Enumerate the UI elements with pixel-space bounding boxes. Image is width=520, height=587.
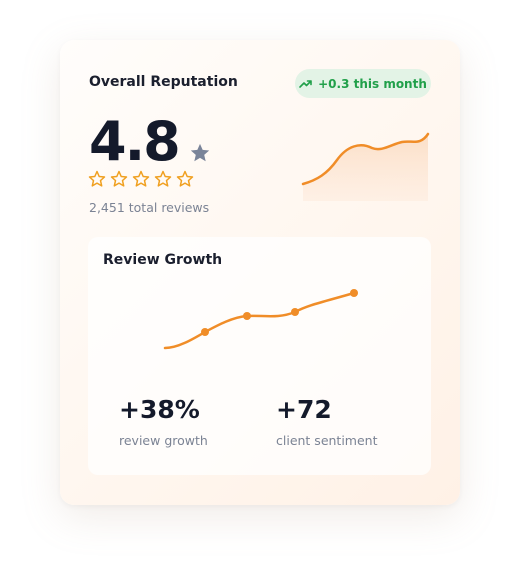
- stat-value: +38%: [119, 395, 200, 424]
- rating-star: [190, 143, 210, 162]
- growth-panel: Review Growth +38% review growth +72 cli…: [88, 237, 431, 475]
- badge-text: +0.3 this month: [318, 76, 427, 91]
- total-reviews: 2,451 total reviews: [89, 200, 210, 215]
- card-title: Overall Reputation: [89, 74, 238, 90]
- stat-label: client sentiment: [276, 433, 378, 448]
- stat-value: +72: [276, 395, 332, 424]
- rating-value: 4.8: [89, 110, 181, 173]
- trend-sparkline: [301, 132, 430, 201]
- trend-icon: [299, 79, 312, 88]
- panel-title: Review Growth: [103, 252, 223, 268]
- stat-label: review growth: [119, 433, 208, 448]
- reputation-card: Overall Reputation +0.3 this month 4.8 2…: [60, 40, 460, 505]
- growth-sparkline: [163, 289, 358, 350]
- star-row: [88, 170, 194, 187]
- trend-badge: +0.3 this month: [295, 69, 431, 98]
